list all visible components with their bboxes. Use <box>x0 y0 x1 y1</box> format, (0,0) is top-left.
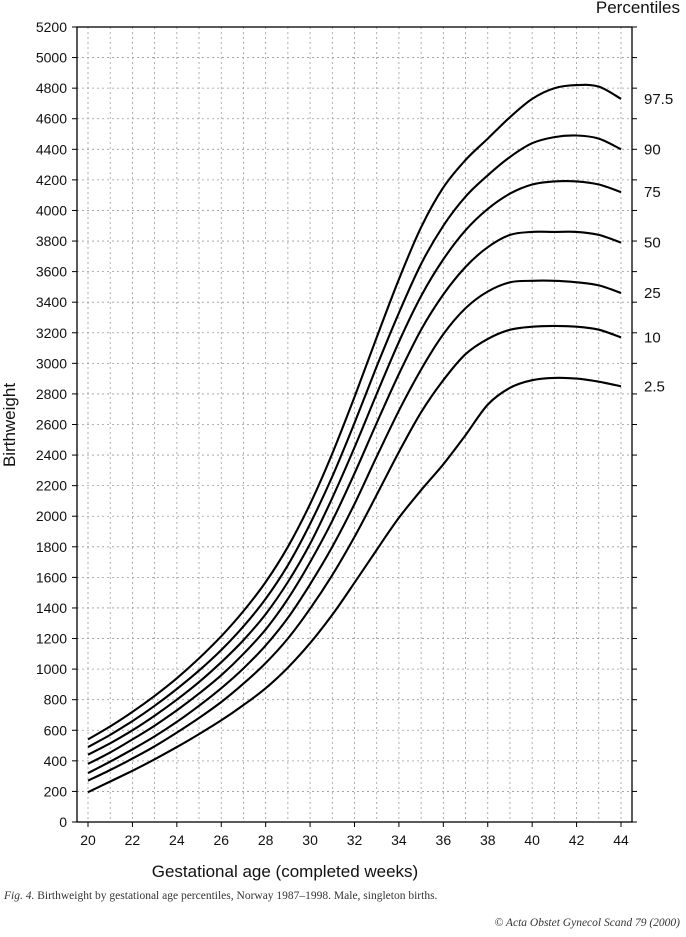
x-tick-label: 38 <box>480 832 496 848</box>
y-tick-label: 400 <box>44 753 68 769</box>
y-tick-label: 1800 <box>36 539 67 555</box>
percentile-label-75: 75 <box>644 184 661 201</box>
y-tick-label: 0 <box>59 814 67 830</box>
x-tick-label: 36 <box>436 832 452 848</box>
x-axis-title: Gestational age (completed weeks) <box>152 862 418 881</box>
percentile-label-25: 25 <box>644 285 661 302</box>
y-tick-label: 3200 <box>36 325 67 341</box>
percentile-curve-2.5 <box>87 376 622 794</box>
y-tick-label: 2400 <box>36 447 67 463</box>
y-axis-title: Birthweight <box>0 383 19 467</box>
x-tick-label: 28 <box>258 832 274 848</box>
percentile-label-50: 50 <box>644 235 661 252</box>
figure-caption-text: Birthweight by gestational age percentil… <box>37 890 438 902</box>
y-tick-label: 3000 <box>36 355 67 371</box>
y-tick-label: 2800 <box>36 386 67 402</box>
y-tick-label: 800 <box>44 692 68 708</box>
x-axis-ticks: 20 22 24 26 28 30 32 34 36 38 40 42 44 <box>80 822 629 848</box>
y-tick-label: 2600 <box>36 417 67 433</box>
percentile-curve-25 <box>87 279 622 775</box>
figure-number: Fig. 4. <box>4 890 35 902</box>
percentile-label-90: 90 <box>644 141 661 158</box>
x-tick-label: 26 <box>213 832 229 848</box>
percentile-curve-50 <box>87 230 622 765</box>
y-tick-label: 1600 <box>36 569 67 585</box>
percentile-labels: 97.5 90 75 50 25 10 2.5 <box>644 91 673 395</box>
y-tick-label: 3800 <box>36 233 67 249</box>
x-tick-label: 22 <box>125 832 141 848</box>
percentile-curve-10 <box>87 324 622 782</box>
y-tick-label: 2200 <box>36 478 67 494</box>
y-tick-label: 4800 <box>36 80 67 96</box>
figure-caption: Fig. 4. Birthweight by gestational age p… <box>4 890 684 902</box>
y-tick-label: 1000 <box>36 661 67 677</box>
x-tick-label: 32 <box>347 832 363 848</box>
y-tick-label: 200 <box>44 783 68 799</box>
percentile-curve-97.5 <box>87 83 622 741</box>
y-tick-label: 3600 <box>36 264 67 280</box>
x-tick-label: 30 <box>302 832 318 848</box>
x-tick-label: 42 <box>569 832 585 848</box>
percentile-curve-75 <box>87 179 622 756</box>
y-tick-label: 4400 <box>36 141 67 157</box>
copyright-notice: © Acta Obstet Gynecol Scand 79 (2000) <box>494 917 680 929</box>
x-tick-label: 34 <box>391 832 407 848</box>
percentile-curve-90 <box>87 134 622 749</box>
percentiles-legend-title: Percentiles <box>596 0 680 17</box>
percentile-label-2.5: 2.5 <box>644 378 665 395</box>
percentile-curves <box>87 83 622 794</box>
y-tick-label: 4000 <box>36 202 67 218</box>
x-tick-label: 20 <box>80 832 96 848</box>
y-tick-label: 5200 <box>36 19 67 35</box>
y-axis-ticks: 0 200 400 600 800 1000 1200 1400 1600 1800 2000 220… <box>36 19 637 830</box>
x-tick-label: 44 <box>613 832 629 848</box>
y-tick-label: 600 <box>44 722 68 738</box>
percentile-label-10: 10 <box>644 329 661 346</box>
y-tick-label: 1200 <box>36 631 67 647</box>
x-tick-label: 24 <box>169 832 185 848</box>
y-tick-label: 1400 <box>36 600 67 616</box>
y-tick-label: 4200 <box>36 172 67 188</box>
percentile-label-97.5: 97.5 <box>644 91 673 108</box>
x-tick-label: 40 <box>524 832 540 848</box>
y-tick-label: 4600 <box>36 111 67 127</box>
y-tick-label: 2000 <box>36 508 67 524</box>
y-tick-label: 3400 <box>36 294 67 310</box>
y-tick-label: 5000 <box>36 50 67 66</box>
